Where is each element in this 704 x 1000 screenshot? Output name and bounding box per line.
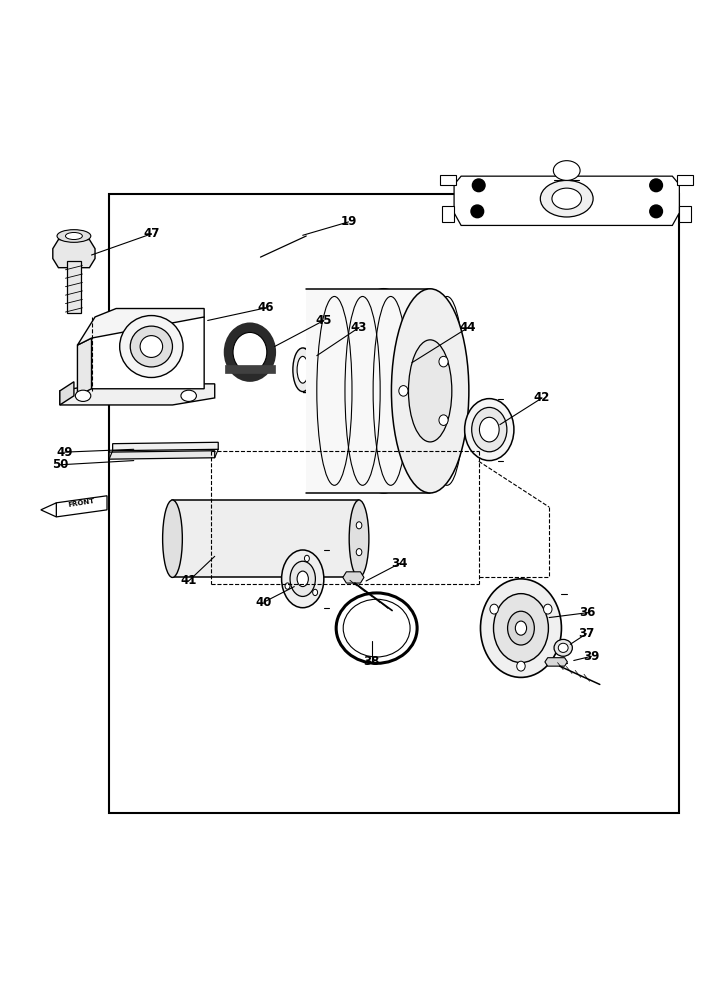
Ellipse shape: [490, 604, 498, 614]
Ellipse shape: [317, 348, 338, 392]
Text: 19: 19: [340, 215, 357, 228]
Ellipse shape: [233, 332, 267, 372]
Text: 36: 36: [579, 606, 596, 619]
Polygon shape: [60, 382, 74, 405]
Text: 41: 41: [180, 574, 197, 587]
Polygon shape: [41, 503, 56, 517]
Ellipse shape: [391, 289, 469, 493]
Ellipse shape: [465, 399, 514, 461]
Text: 42: 42: [534, 391, 551, 404]
Ellipse shape: [120, 316, 183, 378]
Polygon shape: [306, 289, 430, 493]
Text: 40: 40: [256, 596, 272, 609]
Polygon shape: [679, 206, 691, 222]
Polygon shape: [113, 442, 218, 451]
Ellipse shape: [321, 356, 334, 383]
Ellipse shape: [75, 390, 91, 401]
Ellipse shape: [515, 621, 527, 635]
Polygon shape: [440, 175, 456, 185]
Polygon shape: [56, 496, 107, 517]
Bar: [303, 348, 327, 392]
Ellipse shape: [554, 639, 572, 656]
Bar: [109, 194, 679, 813]
Ellipse shape: [297, 571, 308, 587]
Text: 45: 45: [315, 314, 332, 327]
Text: 50: 50: [51, 458, 68, 471]
Ellipse shape: [356, 549, 362, 556]
Ellipse shape: [553, 161, 580, 180]
Ellipse shape: [57, 230, 91, 242]
Text: 47: 47: [143, 227, 160, 240]
Text: FRONT: FRONT: [68, 498, 96, 508]
Ellipse shape: [472, 407, 507, 452]
Ellipse shape: [552, 188, 582, 209]
Polygon shape: [442, 206, 454, 222]
Ellipse shape: [293, 348, 313, 392]
Text: 44: 44: [460, 321, 477, 334]
Ellipse shape: [290, 561, 315, 596]
Ellipse shape: [508, 611, 534, 645]
Polygon shape: [677, 175, 693, 185]
Ellipse shape: [140, 336, 163, 357]
Text: 38: 38: [363, 655, 380, 668]
Bar: [67, 261, 81, 313]
Ellipse shape: [517, 661, 525, 671]
Ellipse shape: [480, 579, 562, 677]
Ellipse shape: [345, 289, 422, 493]
Ellipse shape: [181, 390, 196, 401]
Polygon shape: [77, 309, 204, 345]
Text: 46: 46: [258, 301, 275, 314]
Ellipse shape: [349, 500, 369, 577]
Ellipse shape: [297, 356, 308, 383]
Polygon shape: [545, 658, 567, 666]
Polygon shape: [172, 500, 359, 577]
Text: 37: 37: [578, 627, 595, 640]
Polygon shape: [343, 572, 364, 583]
Text: 34: 34: [391, 557, 408, 570]
Ellipse shape: [408, 340, 452, 442]
Ellipse shape: [494, 594, 548, 663]
Circle shape: [471, 205, 484, 218]
Circle shape: [472, 179, 485, 192]
Text: 43: 43: [351, 321, 367, 334]
Ellipse shape: [225, 323, 275, 381]
Ellipse shape: [439, 356, 448, 367]
Polygon shape: [225, 365, 275, 373]
Circle shape: [650, 205, 662, 218]
Ellipse shape: [543, 604, 552, 614]
Ellipse shape: [304, 555, 309, 562]
Ellipse shape: [398, 386, 408, 396]
Ellipse shape: [282, 550, 324, 608]
Ellipse shape: [130, 326, 172, 367]
Ellipse shape: [163, 500, 182, 577]
Ellipse shape: [65, 232, 82, 240]
Polygon shape: [77, 338, 92, 396]
Ellipse shape: [313, 589, 318, 596]
Text: 39: 39: [583, 650, 600, 663]
Text: 49: 49: [56, 446, 73, 459]
Ellipse shape: [479, 417, 499, 442]
Ellipse shape: [558, 643, 568, 652]
Ellipse shape: [541, 180, 593, 217]
Ellipse shape: [285, 583, 290, 589]
Ellipse shape: [356, 522, 362, 529]
Polygon shape: [92, 317, 204, 389]
Polygon shape: [109, 451, 215, 459]
Polygon shape: [454, 176, 679, 225]
Polygon shape: [53, 240, 95, 268]
Ellipse shape: [439, 415, 448, 425]
Circle shape: [650, 179, 662, 192]
Polygon shape: [60, 384, 215, 405]
